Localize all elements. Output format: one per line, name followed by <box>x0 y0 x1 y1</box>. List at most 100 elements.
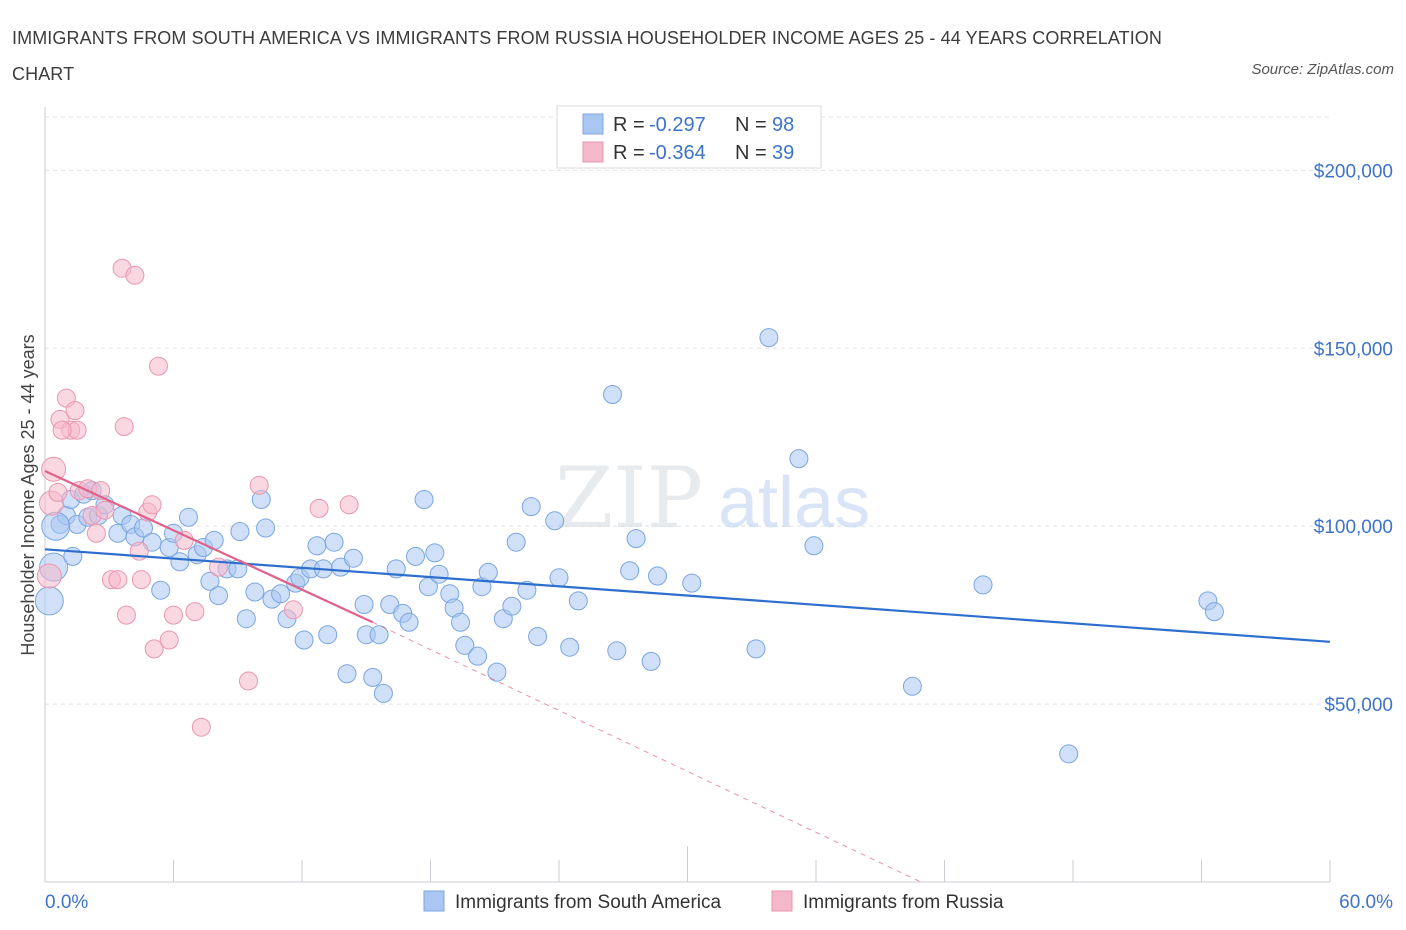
point-south-america-51 <box>369 625 389 645</box>
bottom-legend: Immigrants from South America Immigrants… <box>423 890 1004 913</box>
point-russia-27 <box>159 630 179 650</box>
trend-line-russia-extension <box>372 621 922 883</box>
y-tick-label-0: $50,000 <box>1324 695 1393 716</box>
y-tick-label-1: $100,000 <box>1314 517 1393 538</box>
point-russia-22 <box>131 570 151 590</box>
point-south-america-86 <box>682 573 702 593</box>
legend-r-label-blue: R = <box>613 114 645 136</box>
point-south-america-71 <box>502 596 522 616</box>
point-russia-33 <box>239 671 258 691</box>
point-south-america-79 <box>568 591 588 611</box>
point-south-america-81 <box>607 641 627 661</box>
point-russia-31 <box>191 717 211 737</box>
point-south-america-76 <box>545 511 565 531</box>
point-south-america-83 <box>626 529 646 549</box>
point-south-america-73 <box>517 580 537 600</box>
point-south-america-64 <box>451 612 470 632</box>
x-tick-labels: 0.0% 60.0% <box>45 892 1393 913</box>
legend-swatch-pink <box>582 141 604 163</box>
point-south-america-48 <box>354 595 374 614</box>
data-points <box>34 258 1224 764</box>
point-south-america-30 <box>236 609 256 629</box>
point-south-america-29 <box>230 522 250 541</box>
point-south-america-77 <box>549 568 569 588</box>
point-south-america-88 <box>759 328 779 348</box>
point-russia-19 <box>116 605 136 625</box>
point-south-america-74 <box>521 497 541 517</box>
legend-n-label-pink: N = <box>735 142 767 164</box>
point-south-america-26 <box>209 586 228 606</box>
point-south-america-84 <box>641 651 661 671</box>
point-russia-24 <box>142 495 162 515</box>
x-tick-label-0: 0.0% <box>45 892 88 913</box>
point-russia-3 <box>48 482 68 502</box>
point-south-america-87 <box>746 639 766 659</box>
legend-r-value-blue: -0.297 <box>649 114 706 136</box>
point-russia-25 <box>144 639 164 659</box>
point-south-america-61 <box>429 564 449 584</box>
bottom-legend-label-pink: Immigrants from Russia <box>803 892 1004 913</box>
watermark: ZIP atlas <box>555 449 870 547</box>
point-south-america-50 <box>363 667 383 687</box>
point-south-america-85 <box>648 566 667 586</box>
trend-line-russia <box>44 470 374 624</box>
source-label: Source: ZipAtlas.com <box>1251 61 1394 78</box>
y-tick-label-2: $150,000 <box>1314 339 1393 360</box>
point-russia-38 <box>52 420 72 440</box>
point-south-america-92 <box>973 575 993 595</box>
point-south-america-72 <box>506 532 526 552</box>
point-south-america-52 <box>373 683 393 703</box>
point-south-america-96 <box>41 511 71 541</box>
legend-n-value-pink: 39 <box>772 142 794 164</box>
legend-n-value-blue: 98 <box>772 114 794 136</box>
point-south-america-56 <box>399 612 419 632</box>
point-south-america-60 <box>425 543 445 563</box>
point-russia-28 <box>164 605 183 625</box>
bottom-legend-swatch-blue <box>423 890 445 912</box>
point-south-america-46 <box>337 664 357 684</box>
point-south-america-75 <box>528 627 548 646</box>
point-south-america-21 <box>179 507 198 527</box>
point-south-america-69 <box>487 662 507 682</box>
point-russia-34 <box>249 475 269 495</box>
point-south-america-68 <box>478 562 498 582</box>
point-south-america-39 <box>294 630 314 650</box>
point-south-america-65 <box>455 635 475 655</box>
bottom-legend-swatch-pink <box>771 890 793 912</box>
point-russia-2 <box>41 456 67 482</box>
point-russia-18 <box>114 417 134 437</box>
point-russia-7 <box>65 401 85 420</box>
point-south-america-90 <box>804 536 824 556</box>
point-russia-20 <box>125 265 145 285</box>
point-russia-16 <box>108 570 128 590</box>
point-russia-26 <box>149 356 168 376</box>
point-south-america-35 <box>271 584 291 604</box>
legend-r-value-pink: -0.364 <box>649 142 706 164</box>
legend-n-label-blue: N = <box>735 114 767 136</box>
point-south-america-78 <box>560 637 580 657</box>
point-south-america-41 <box>307 536 327 556</box>
trend-lines <box>44 470 1331 883</box>
point-russia-12 <box>86 523 106 543</box>
point-south-america-31 <box>245 582 265 602</box>
trend-line-south-america <box>44 548 1331 643</box>
point-russia-0 <box>36 563 62 589</box>
point-south-america-44 <box>324 532 344 552</box>
chart-title: IMMIGRANTS FROM SOUTH AMERICA VS IMMIGRA… <box>12 28 1163 84</box>
y-tick-labels: $50,000 $100,000 $150,000 $200,000 <box>1314 161 1393 716</box>
point-south-america-24 <box>200 571 220 591</box>
point-south-america-0 <box>34 586 64 616</box>
legend-swatch-blue <box>582 113 604 135</box>
watermark-atlas: atlas <box>718 463 870 543</box>
top-legend: R = -0.297 N = 98 R = -0.364 N = 39 <box>556 105 822 169</box>
y-tick-label-3: $200,000 <box>1314 161 1393 182</box>
bottom-legend-label-blue: Immigrants from South America <box>455 892 722 913</box>
x-tick-label-1: 60.0% <box>1339 892 1393 913</box>
watermark-zip: ZIP <box>555 449 703 547</box>
point-south-america-47 <box>343 548 363 568</box>
point-south-america-66 <box>468 646 488 666</box>
point-south-america-43 <box>318 625 338 645</box>
point-south-america-57 <box>406 546 425 566</box>
point-russia-14 <box>95 500 115 520</box>
